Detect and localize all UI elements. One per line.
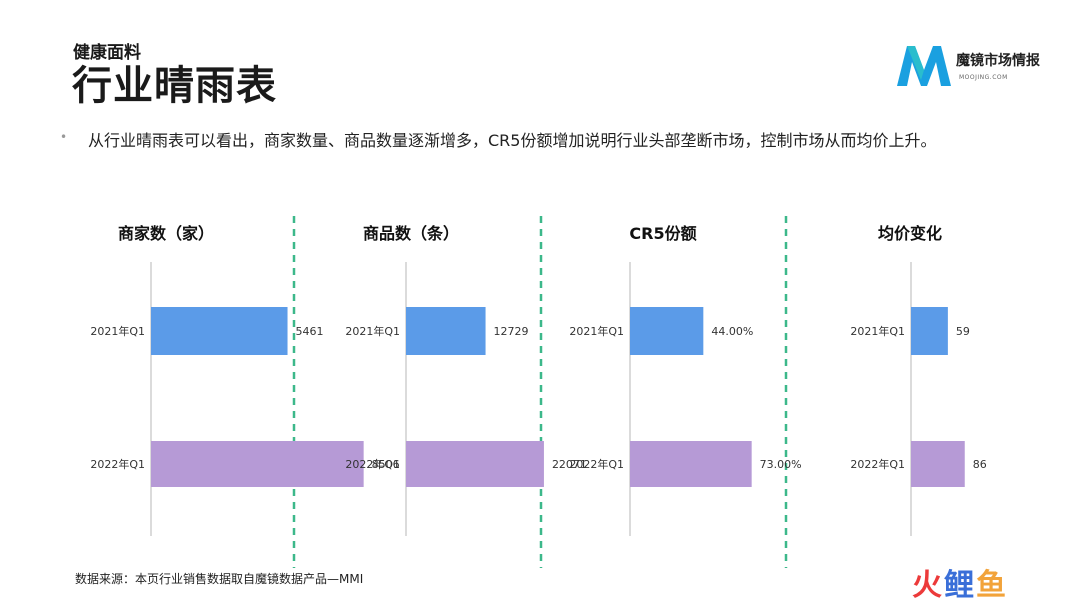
chart-title-4: 均价变化 bbox=[878, 224, 942, 243]
summary-text: 从行业晴雨表可以看出，商家数量、商品数量逐渐增多，CR5份额增加说明行业头部垄断… bbox=[88, 131, 937, 150]
bar-1-1 bbox=[151, 307, 288, 355]
watermark-char-2: 鲤 bbox=[944, 568, 976, 603]
data-source-note: 数据来源：本页行业销售数据取自魔镜数据产品—MMI bbox=[75, 572, 364, 586]
moojing-logo-icon bbox=[897, 46, 951, 86]
logo-name: 魔镜市场情报 bbox=[956, 53, 1040, 69]
bar-3-1 bbox=[630, 307, 704, 355]
page-subtitle: 健康面料 bbox=[73, 43, 141, 63]
bar-3-2 bbox=[630, 441, 752, 487]
chart-title-1: 商家数（家） bbox=[118, 224, 214, 243]
category-label-3-2: 2022年Q1 bbox=[569, 457, 624, 471]
bar-4-1 bbox=[911, 307, 948, 355]
chart-title-3: CR5份额 bbox=[629, 224, 696, 243]
watermark-char-1: 火 bbox=[912, 568, 944, 603]
category-label-3-1: 2021年Q1 bbox=[569, 324, 624, 338]
bullet-icon: • bbox=[60, 130, 68, 144]
category-label-1-1: 2021年Q1 bbox=[90, 324, 145, 338]
data-label-1-2: 8506 bbox=[372, 458, 400, 471]
page-title: 行业晴雨表 bbox=[72, 63, 277, 109]
brand-logo: 魔镜市场情报 MOOJING.COM bbox=[893, 40, 1063, 90]
bar-2-1 bbox=[406, 307, 486, 355]
data-label-3-2: 73.00% bbox=[760, 458, 802, 471]
data-label-4-1: 59 bbox=[956, 325, 970, 338]
data-label-2-1: 12729 bbox=[494, 325, 529, 338]
watermark: 火鲤鱼 bbox=[912, 560, 1008, 604]
chart-title-2: 商品数（条） bbox=[363, 224, 459, 243]
category-label-2-2: 2022年Q1 bbox=[345, 457, 400, 471]
data-label-3-1: 44.00% bbox=[711, 325, 753, 338]
data-label-2-2: 22071 bbox=[552, 458, 587, 471]
bar-4-2 bbox=[911, 441, 965, 487]
watermark-char-3: 鱼 bbox=[976, 568, 1008, 603]
bar-1-2 bbox=[151, 441, 364, 487]
data-label-1-1: 5461 bbox=[296, 325, 324, 338]
category-label-4-1: 2021年Q1 bbox=[850, 324, 905, 338]
category-label-4-2: 2022年Q1 bbox=[850, 457, 905, 471]
category-label-1-2: 2022年Q1 bbox=[90, 457, 145, 471]
bar-2-2 bbox=[406, 441, 544, 487]
logo-domain: MOOJING.COM bbox=[959, 74, 1008, 81]
category-label-2-1: 2021年Q1 bbox=[345, 324, 400, 338]
data-label-4-2: 86 bbox=[973, 458, 987, 471]
